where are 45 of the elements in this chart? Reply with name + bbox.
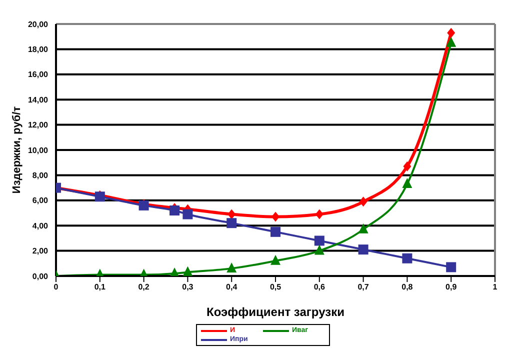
x-tick-label: 0,1 (94, 282, 106, 292)
y-tick-label: 0,00 (32, 272, 49, 281)
point (446, 36, 456, 47)
point (270, 254, 280, 265)
y-tick-label: 8,00 (32, 171, 49, 180)
point (402, 178, 412, 188)
point (402, 253, 412, 264)
point (315, 209, 324, 220)
point (170, 205, 180, 216)
y-tick-label: 16,00 (28, 70, 49, 80)
y-tick-label: 14,00 (28, 95, 49, 104)
point (358, 244, 368, 255)
point (182, 266, 193, 276)
x-tick-label: 0,9 (446, 282, 458, 292)
point (270, 226, 280, 237)
y-axis-title: Издержки, руб/т (10, 106, 23, 194)
x-tick-label: 0,3 (182, 282, 194, 292)
x-axis-title: Коэффициент загрузки (206, 305, 344, 319)
point (226, 262, 237, 272)
y-tick-label: 6,00 (32, 196, 49, 206)
x-tick-label: 1 (492, 282, 498, 292)
point (447, 28, 456, 38)
y-tick-label: 4,00 (32, 221, 49, 230)
x-tick-label: 0,6 (314, 282, 326, 292)
x-tick-label: 0,4 (226, 282, 238, 292)
point (314, 244, 324, 255)
y-tick-label: 2,00 (32, 246, 49, 256)
point (403, 161, 412, 172)
y-tick-label: 20,00 (28, 20, 49, 29)
x-tick-label: 0 (54, 282, 59, 292)
y-tick-label: 10,00 (28, 146, 49, 155)
point (228, 209, 236, 220)
point (446, 262, 456, 272)
x-tick-label: 0,8 (402, 282, 414, 292)
point (359, 196, 368, 207)
x-tick-label: 0,2 (138, 282, 150, 292)
x-tick-label: 0,5 (270, 282, 282, 292)
point (358, 223, 368, 234)
point (272, 212, 280, 222)
y-tick-label: 12,00 (28, 120, 49, 130)
y-tick-label: 18,00 (28, 45, 49, 54)
x-tick-label: 0,7 (358, 282, 370, 292)
point (314, 236, 324, 246)
point (226, 218, 237, 228)
point (182, 209, 193, 220)
